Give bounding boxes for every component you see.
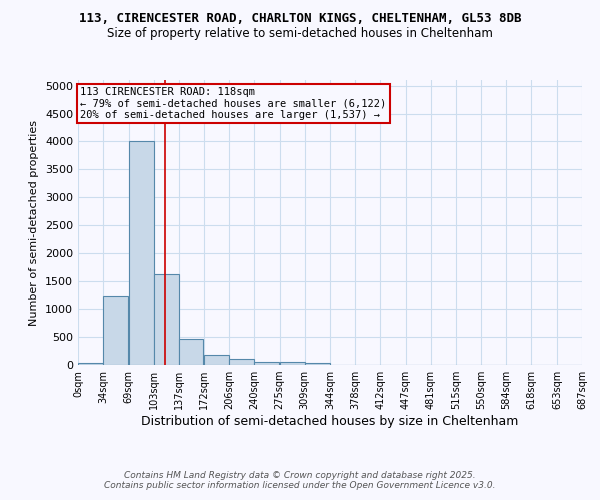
Text: Contains HM Land Registry data © Crown copyright and database right 2025.
Contai: Contains HM Land Registry data © Crown c… <box>104 470 496 490</box>
Bar <box>103 296 128 365</box>
Text: Size of property relative to semi-detached houses in Cheltenham: Size of property relative to semi-detach… <box>107 28 493 40</box>
Bar <box>154 274 179 365</box>
Bar <box>229 359 254 365</box>
Bar <box>280 362 305 365</box>
Bar <box>78 364 103 365</box>
Bar <box>179 338 203 365</box>
Bar <box>204 355 229 365</box>
Text: 113 CIRENCESTER ROAD: 118sqm
← 79% of semi-detached houses are smaller (6,122)
2: 113 CIRENCESTER ROAD: 118sqm ← 79% of se… <box>80 86 386 120</box>
Y-axis label: Number of semi-detached properties: Number of semi-detached properties <box>29 120 40 326</box>
Bar <box>305 364 329 365</box>
Text: 113, CIRENCESTER ROAD, CHARLTON KINGS, CHELTENHAM, GL53 8DB: 113, CIRENCESTER ROAD, CHARLTON KINGS, C… <box>79 12 521 26</box>
Bar <box>128 141 154 365</box>
Bar <box>254 362 279 365</box>
X-axis label: Distribution of semi-detached houses by size in Cheltenham: Distribution of semi-detached houses by … <box>142 415 518 428</box>
